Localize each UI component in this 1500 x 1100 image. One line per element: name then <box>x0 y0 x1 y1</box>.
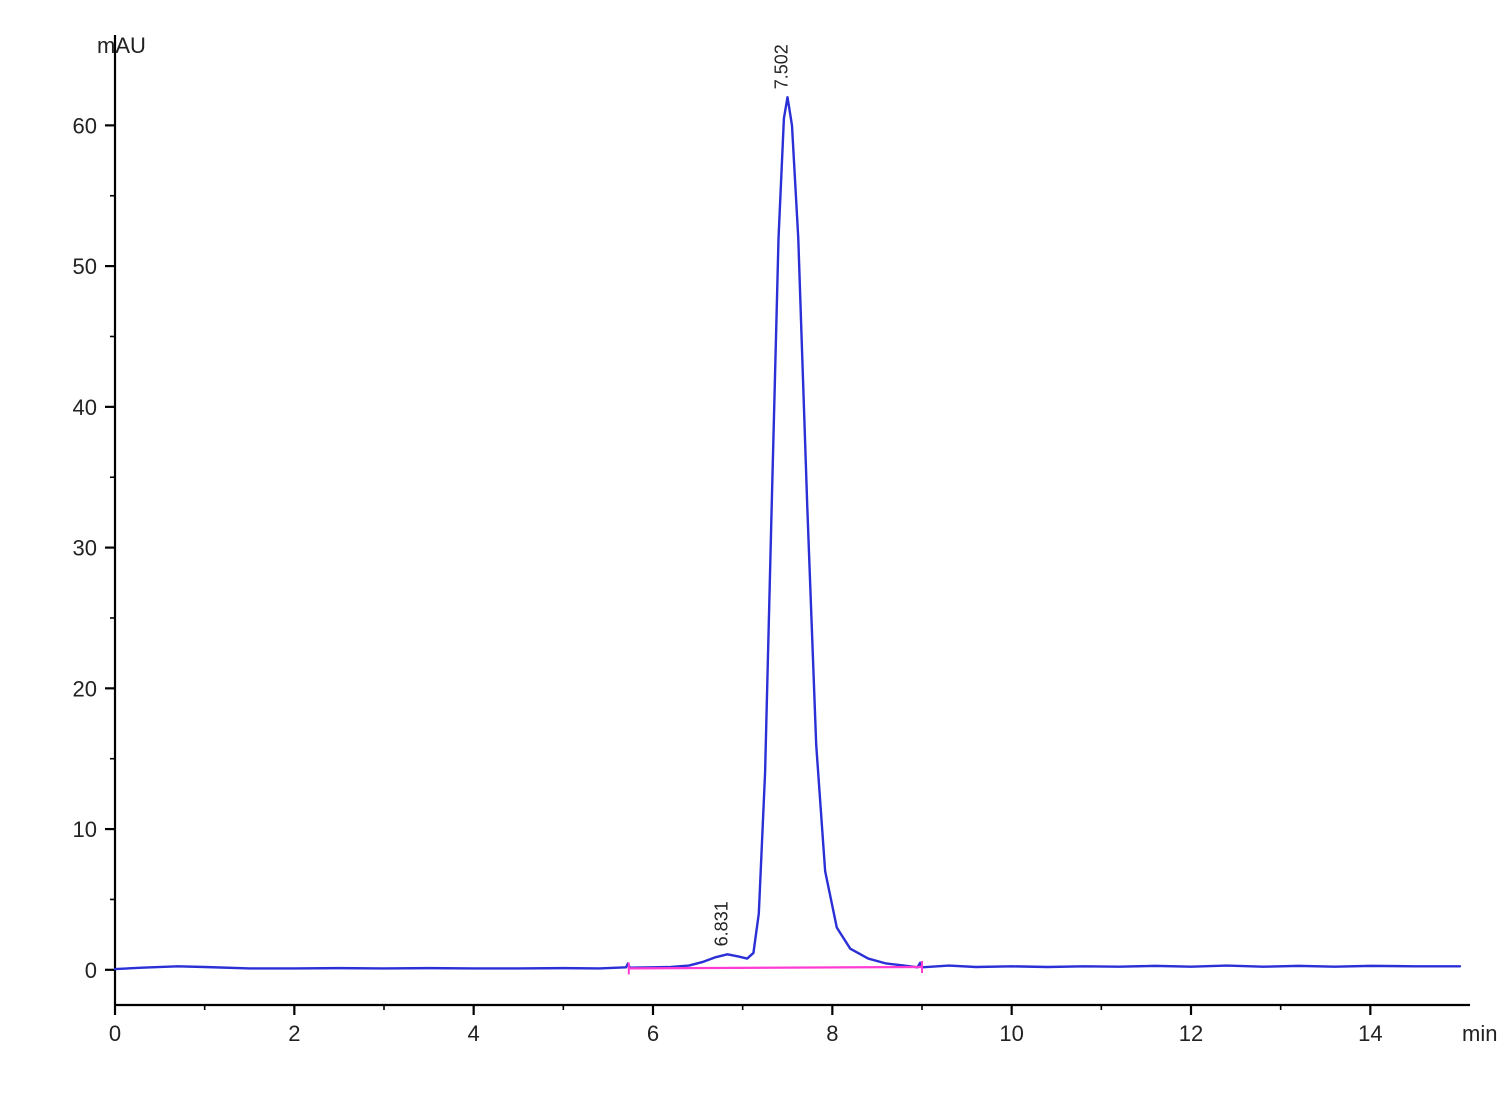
x-tick-label: 14 <box>1358 1021 1382 1046</box>
chart-svg: 0 10 20 30 40 50 60 mAU 0 2 4 6 8 10 12 14 min 6.831 7.502 <box>0 0 1500 1100</box>
y-tick-label: 0 <box>85 958 97 983</box>
y-axis-label: mAU <box>97 33 146 58</box>
chromatogram-chart: 0 10 20 30 40 50 60 mAU 0 2 4 6 8 10 12 14 min 6.831 7.502 <box>0 0 1500 1100</box>
x-tick-label: 12 <box>1179 1021 1203 1046</box>
y-tick-label: 10 <box>73 817 97 842</box>
series-baseline <box>629 967 922 968</box>
y-tick-label: 30 <box>73 536 97 561</box>
y-tick-label: 50 <box>73 254 97 279</box>
y-tick-label: 40 <box>73 395 97 420</box>
y-tick-label: 60 <box>73 113 97 138</box>
x-tick-label: 0 <box>109 1021 121 1046</box>
x-axis-label: min <box>1462 1021 1497 1046</box>
plot-bg <box>0 0 1500 1100</box>
x-tick-label: 8 <box>826 1021 838 1046</box>
x-tick-label: 2 <box>288 1021 300 1046</box>
x-tick-label: 6 <box>647 1021 659 1046</box>
y-tick-label: 20 <box>73 676 97 701</box>
x-tick-label: 10 <box>999 1021 1023 1046</box>
x-tick-label: 4 <box>468 1021 480 1046</box>
peak-label: 6.831 <box>711 901 731 946</box>
peak-label: 7.502 <box>772 44 792 89</box>
